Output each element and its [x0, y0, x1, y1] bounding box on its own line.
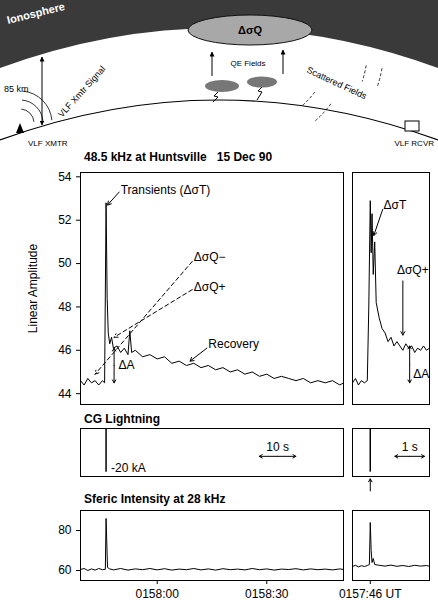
svg-text:ΔσQ+: ΔσQ+	[397, 263, 429, 277]
svg-text:Linear Amplitude: Linear Amplitude	[26, 243, 40, 333]
svg-text:80: 80	[58, 523, 72, 537]
svg-text:VLF XMTR: VLF XMTR	[28, 139, 68, 148]
svg-text:0157:46 UT: 0157:46 UT	[339, 587, 402, 601]
svg-text:ΔA: ΔA	[413, 367, 429, 381]
svg-text:ΔσT: ΔσT	[384, 198, 407, 212]
svg-text:54: 54	[58, 170, 72, 184]
svg-text:44: 44	[58, 386, 72, 400]
svg-text:ΔσQ+: ΔσQ+	[194, 280, 226, 294]
svg-text:46: 46	[58, 343, 72, 357]
svg-text:ΔσQ: ΔσQ	[238, 24, 262, 36]
svg-text:48: 48	[58, 300, 72, 314]
svg-text:VLF RCVR: VLF RCVR	[394, 139, 434, 148]
html-text:Sferic Intensity at 28 kHz: Sferic Intensity at 28 kHz	[84, 492, 226, 506]
svg-text:QE Fields: QE Fields	[230, 59, 265, 68]
svg-text:VLF Xmtr Signal: VLF Xmtr Signal	[56, 64, 107, 119]
svg-text:60: 60	[58, 563, 72, 577]
svg-text:ΔA: ΔA	[118, 358, 134, 372]
svg-text:52: 52	[58, 213, 72, 227]
svg-text:0158:30: 0158:30	[245, 587, 289, 601]
svg-text:ΔσQ−: ΔσQ−	[194, 250, 226, 264]
svg-text:1 s: 1 s	[402, 440, 418, 454]
svg-text:0158:00: 0158:00	[136, 587, 180, 601]
svg-text:85 km: 85 km	[4, 84, 29, 94]
svg-text:Transients (ΔσT): Transients (ΔσT)	[121, 183, 211, 197]
svg-text:Ionosphere: Ionosphere	[6, 0, 66, 26]
html-text:CG Lightning: CG Lightning	[84, 412, 160, 426]
svg-text:Recovery: Recovery	[208, 337, 259, 351]
svg-text:-20 kA: -20 kA	[111, 461, 146, 475]
svg-text:50: 50	[58, 256, 72, 270]
html-text:48.5 kHz at Huntsville 15 Dec: 48.5 kHz at Huntsville 15 Dec 90	[84, 150, 273, 164]
svg-text:10 s: 10 s	[266, 440, 289, 454]
svg-text:Scattered Fields: Scattered Fields	[305, 65, 369, 102]
